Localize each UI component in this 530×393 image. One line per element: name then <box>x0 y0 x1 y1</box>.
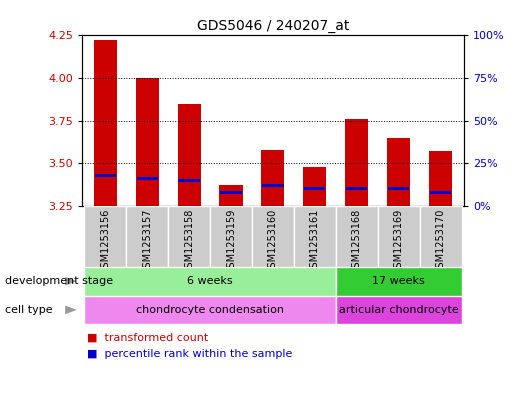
Bar <box>345 119 368 206</box>
Bar <box>346 187 367 191</box>
Text: chondrocyte condensation: chondrocyte condensation <box>136 305 284 315</box>
Bar <box>387 138 410 206</box>
Text: cell type: cell type <box>5 305 53 315</box>
Bar <box>179 179 200 182</box>
Bar <box>430 191 452 194</box>
Bar <box>252 206 294 267</box>
Bar <box>94 174 116 177</box>
Bar <box>429 151 452 206</box>
Bar <box>84 296 336 324</box>
Bar <box>388 187 409 191</box>
Bar <box>262 184 284 187</box>
Bar <box>294 206 336 267</box>
Bar <box>304 187 325 191</box>
Bar <box>94 40 117 206</box>
Bar <box>220 191 242 194</box>
Text: GSM1253158: GSM1253158 <box>184 209 194 274</box>
Text: GSM1253161: GSM1253161 <box>310 209 320 274</box>
Bar <box>219 185 243 206</box>
Text: ■  percentile rank within the sample: ■ percentile rank within the sample <box>87 349 293 359</box>
Text: GSM1253160: GSM1253160 <box>268 209 278 274</box>
Bar <box>210 206 252 267</box>
Text: 17 weeks: 17 weeks <box>373 276 425 286</box>
Bar <box>261 150 285 206</box>
Text: GSM1253168: GSM1253168 <box>352 209 362 274</box>
Bar <box>126 206 168 267</box>
Bar <box>137 177 158 180</box>
Text: ■  transformed count: ■ transformed count <box>87 333 209 343</box>
Bar <box>303 167 326 206</box>
Text: development stage: development stage <box>5 276 113 286</box>
Text: GSM1253169: GSM1253169 <box>394 209 404 274</box>
Bar <box>336 267 462 296</box>
Bar <box>420 206 462 267</box>
Bar <box>84 206 126 267</box>
Bar <box>336 296 462 324</box>
Bar <box>378 206 420 267</box>
Bar <box>168 206 210 267</box>
Text: GSM1253159: GSM1253159 <box>226 209 236 274</box>
Bar <box>136 78 158 206</box>
Text: articular chondrocyte: articular chondrocyte <box>339 305 458 315</box>
Bar <box>336 206 378 267</box>
Text: GSM1253157: GSM1253157 <box>142 209 152 274</box>
Text: 6 weeks: 6 weeks <box>187 276 233 286</box>
Title: GDS5046 / 240207_at: GDS5046 / 240207_at <box>197 19 349 33</box>
Bar <box>178 104 201 206</box>
Bar <box>84 267 336 296</box>
Text: GSM1253170: GSM1253170 <box>436 209 446 274</box>
Text: GSM1253156: GSM1253156 <box>100 209 110 274</box>
